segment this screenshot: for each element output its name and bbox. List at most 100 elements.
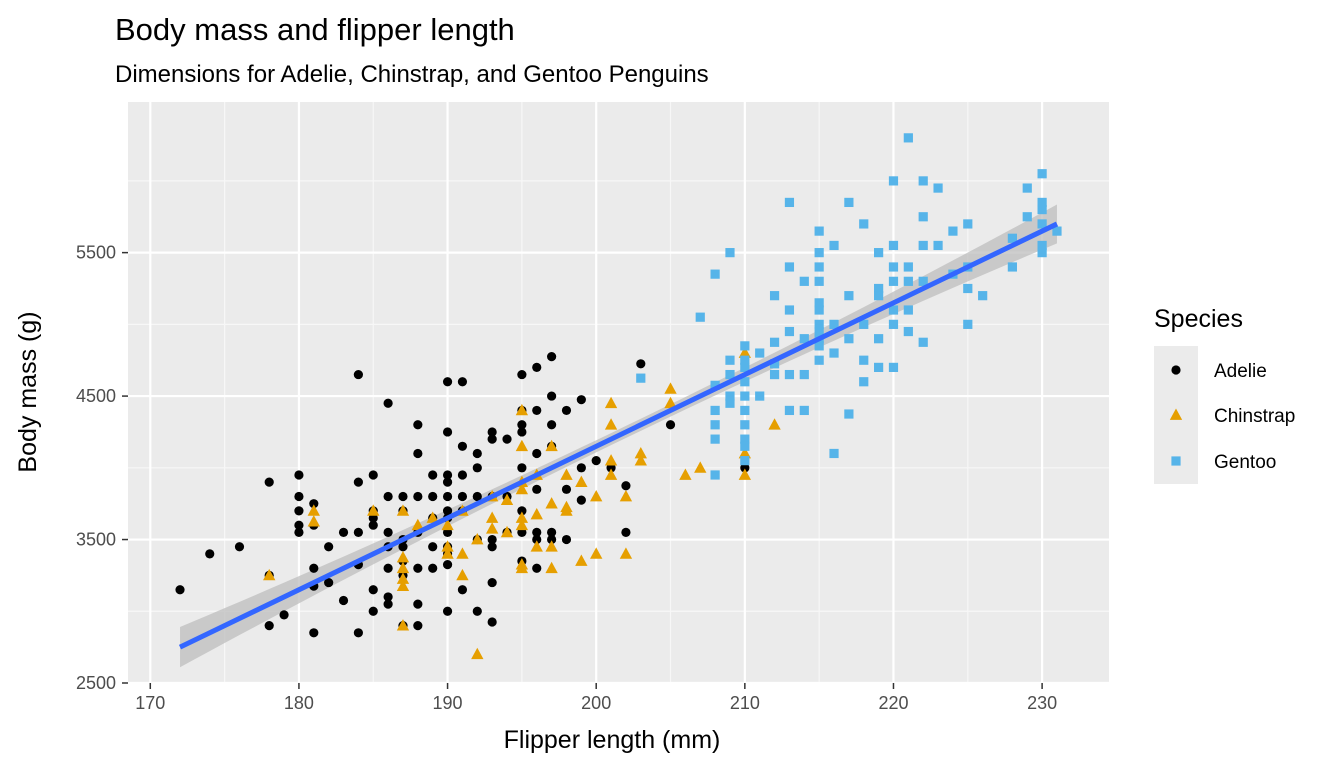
adelie-point — [309, 628, 318, 637]
adelie-point — [443, 560, 452, 569]
adelie-point — [354, 370, 363, 379]
adelie-point — [413, 420, 422, 429]
adelie-point — [443, 478, 452, 487]
adelie-point — [294, 470, 303, 479]
legend-label-chinstrap: Chinstrap — [1214, 406, 1295, 427]
adelie-point — [592, 456, 601, 465]
adelie-point — [384, 528, 393, 537]
gentoo-point — [725, 399, 734, 408]
adelie-point — [621, 481, 630, 490]
adelie-point — [621, 528, 630, 537]
y-tick-label: 3500 — [76, 530, 116, 550]
x-axis: 170 180 190 200 210 220 230 — [135, 683, 1057, 713]
adelie-point — [532, 363, 541, 372]
legend-title: Species — [1154, 305, 1243, 333]
gentoo-point — [636, 374, 645, 383]
adelie-point — [384, 599, 393, 608]
adelie-point — [413, 564, 422, 573]
y-tick-label: 4500 — [76, 386, 116, 406]
y-tick-label: 2500 — [76, 673, 116, 693]
adelie-point — [413, 492, 422, 501]
adelie-point — [488, 542, 497, 551]
adelie-point — [294, 492, 303, 501]
adelie-point — [428, 492, 437, 501]
gentoo-point — [740, 391, 749, 400]
adelie-point — [458, 377, 467, 386]
gentoo-point — [948, 227, 957, 236]
gentoo-point — [740, 406, 749, 415]
gentoo-point — [815, 248, 824, 257]
gentoo-point — [874, 291, 883, 300]
adelie-point — [517, 427, 526, 436]
adelie-point — [517, 463, 526, 472]
x-tick-label: 180 — [284, 693, 314, 713]
gentoo-point — [874, 363, 883, 372]
adelie-point — [324, 542, 333, 551]
adelie-point — [443, 427, 452, 436]
adelie-point — [666, 420, 675, 429]
gentoo-point — [740, 456, 749, 465]
gentoo-point — [829, 449, 838, 458]
adelie-point — [369, 607, 378, 616]
gentoo-point — [785, 370, 794, 379]
x-tick-label: 170 — [135, 693, 165, 713]
adelie-point — [294, 521, 303, 530]
gentoo-point — [859, 219, 868, 228]
gentoo-point — [1023, 183, 1032, 192]
gentoo-point — [963, 320, 972, 329]
adelie-point — [473, 463, 482, 472]
gentoo-point — [785, 305, 794, 314]
gentoo-point — [933, 241, 942, 250]
adelie-point — [428, 542, 437, 551]
gentoo-point — [1008, 262, 1017, 271]
adelie-point — [339, 528, 348, 537]
adelie-point — [577, 395, 586, 404]
gentoo-point — [815, 227, 824, 236]
adelie-point — [294, 506, 303, 515]
gentoo-point — [874, 248, 883, 257]
adelie-point — [488, 435, 497, 444]
gentoo-point — [815, 305, 824, 314]
adelie-point — [175, 585, 184, 594]
gentoo-point — [874, 334, 883, 343]
adelie-point — [443, 377, 452, 386]
gentoo-point — [770, 338, 779, 347]
adelie-point — [369, 585, 378, 594]
y-axis-title: Body mass (g) — [14, 311, 42, 472]
gentoo-point — [889, 320, 898, 329]
adelie-point — [488, 617, 497, 626]
adelie-point — [547, 420, 556, 429]
adelie-point — [339, 596, 348, 605]
chart-title: Body mass and flipper length — [115, 12, 515, 47]
adelie-point — [398, 492, 407, 501]
gentoo-point — [1023, 212, 1032, 221]
adelie-point — [265, 621, 274, 630]
adelie-point — [636, 359, 645, 368]
gentoo-point — [889, 363, 898, 372]
adelie-point — [235, 542, 244, 551]
gentoo-point — [1038, 169, 1047, 178]
gentoo-point — [711, 406, 720, 415]
gentoo-point — [725, 356, 734, 365]
gentoo-point — [904, 277, 913, 286]
adelie-point — [458, 470, 467, 479]
gentoo-point — [1038, 205, 1047, 214]
gentoo-point — [815, 356, 824, 365]
gentoo-point — [919, 176, 928, 185]
gentoo-point — [844, 409, 853, 418]
adelie-point — [532, 485, 541, 494]
gentoo-point — [844, 198, 853, 207]
adelie-point — [547, 352, 556, 361]
gentoo-point — [963, 284, 972, 293]
y-axis: 2500350045005500 — [76, 243, 128, 693]
gentoo-point — [978, 291, 987, 300]
adelie-point — [369, 470, 378, 479]
gentoo-point — [889, 241, 898, 250]
adelie-point — [458, 585, 467, 594]
gentoo-point — [800, 370, 809, 379]
adelie-point — [413, 599, 422, 608]
adelie-point — [517, 370, 526, 379]
adelie-point — [562, 406, 571, 415]
gentoo-point — [785, 327, 794, 336]
adelie-point — [458, 492, 467, 501]
